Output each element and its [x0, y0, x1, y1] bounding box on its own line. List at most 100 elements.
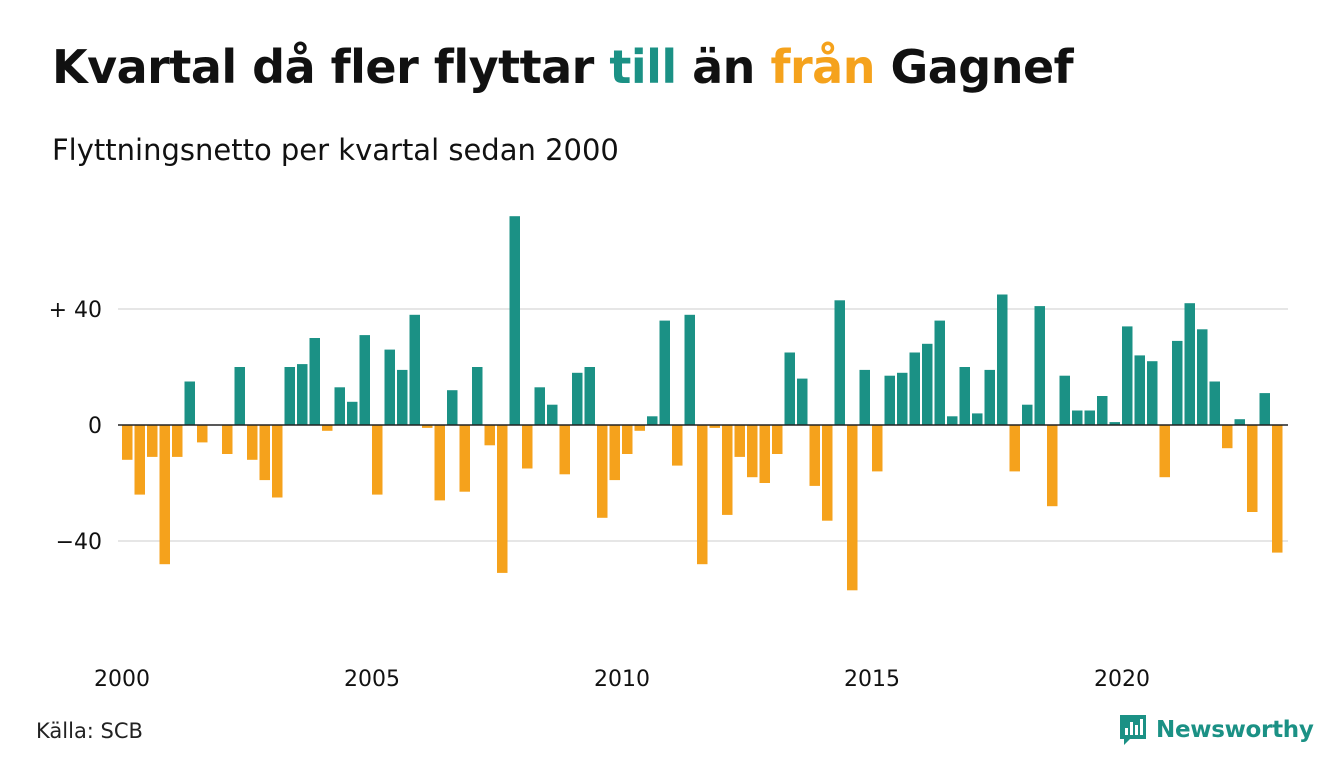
- bar: [197, 425, 208, 443]
- bar: [284, 367, 295, 425]
- bar: [334, 387, 345, 425]
- bar: [1209, 381, 1220, 425]
- bar: [1072, 410, 1083, 425]
- bar: [622, 425, 633, 454]
- bar: [984, 369, 995, 425]
- bars: [122, 216, 1283, 591]
- bar: [509, 216, 520, 425]
- bar: [1122, 326, 1133, 425]
- bar: [122, 425, 133, 460]
- bar: [547, 404, 558, 425]
- bar: [809, 425, 820, 486]
- bar: [947, 416, 958, 425]
- bar: [822, 425, 833, 521]
- bar: [747, 425, 758, 478]
- y-tick-label: + 40: [49, 298, 102, 323]
- bar: [784, 352, 795, 425]
- brand-name: Newsworthy: [1156, 717, 1314, 743]
- bar: [1059, 375, 1070, 425]
- bar: [997, 294, 1008, 425]
- bar: [1259, 393, 1270, 425]
- title-part-1: Kvartal då fler flyttar: [52, 40, 610, 94]
- bar: [484, 425, 495, 446]
- brand-logo[interactable]: Newsworthy: [1118, 713, 1314, 747]
- bar: [1134, 355, 1145, 425]
- bar: [709, 425, 720, 428]
- bar: [1222, 425, 1233, 449]
- bar: [1147, 361, 1158, 425]
- bar: [422, 425, 433, 428]
- bar: [1184, 303, 1195, 425]
- bar: [1247, 425, 1258, 512]
- bar: [297, 364, 308, 425]
- bar: [572, 372, 583, 425]
- bar: [472, 367, 483, 425]
- bar: [934, 320, 945, 425]
- x-tick-label: 2000: [94, 667, 150, 692]
- bar: [409, 314, 420, 425]
- bar: [909, 352, 920, 425]
- bar: [447, 390, 458, 425]
- x-tick-label: 2020: [1094, 667, 1150, 692]
- bar: [859, 369, 870, 425]
- bar: [497, 425, 508, 573]
- bar: [734, 425, 745, 457]
- bar: [172, 425, 183, 457]
- bar: [1109, 422, 1120, 425]
- bar: [609, 425, 620, 481]
- bar: [647, 416, 658, 425]
- bar: [1197, 329, 1208, 425]
- bar: [959, 367, 970, 425]
- bar: [134, 425, 145, 495]
- bar: [272, 425, 283, 498]
- x-axis-ticks: 2000 2005 2010 2015 2020: [94, 667, 1150, 692]
- bar: [1097, 396, 1108, 425]
- bar: [184, 381, 195, 425]
- title-word-fran: från: [770, 40, 875, 94]
- bar: [834, 300, 845, 425]
- bar: [322, 425, 333, 431]
- bar: [259, 425, 270, 481]
- bar: [1272, 425, 1283, 553]
- bar: [659, 320, 670, 425]
- bar: [234, 367, 245, 425]
- bar: [972, 413, 983, 425]
- bar: [347, 401, 358, 425]
- bar-chart-speech-bubble-icon: [1120, 715, 1146, 745]
- bar: [797, 378, 808, 425]
- bar: [922, 343, 933, 425]
- bar: [759, 425, 770, 483]
- bar: [1034, 306, 1045, 425]
- bar: [584, 367, 595, 425]
- bar: [634, 425, 645, 431]
- x-tick-label: 2010: [594, 667, 650, 692]
- bar: [147, 425, 158, 457]
- bar: [1009, 425, 1020, 472]
- bar: [434, 425, 445, 501]
- bar: [372, 425, 383, 495]
- bar: [1172, 340, 1183, 425]
- bar: [534, 387, 545, 425]
- bar: [522, 425, 533, 469]
- bar: [459, 425, 470, 492]
- source-note: Källa: SCB: [36, 719, 143, 743]
- bar: [697, 425, 708, 565]
- bar: [384, 349, 395, 425]
- bar: [722, 425, 733, 515]
- title-part-3: Gagnef: [874, 40, 1074, 94]
- bar: [1047, 425, 1058, 507]
- bar: [1159, 425, 1170, 478]
- y-tick-label: −40: [56, 530, 102, 555]
- bar: [884, 375, 895, 425]
- y-axis-ticks: + 40 0 −40: [49, 298, 102, 555]
- chart-subtitle: Flyttningsnetto per kvartal sedan 2000: [52, 133, 619, 167]
- bar-chart: + 40 0 −40 2000 2005 2010 2015 2020: [49, 216, 1288, 692]
- bar: [872, 425, 883, 472]
- x-tick-label: 2005: [344, 667, 400, 692]
- bar: [1234, 419, 1245, 425]
- bar: [1084, 410, 1095, 425]
- bar: [772, 425, 783, 454]
- bar: [159, 425, 170, 565]
- bar: [897, 372, 908, 425]
- bar: [684, 314, 695, 425]
